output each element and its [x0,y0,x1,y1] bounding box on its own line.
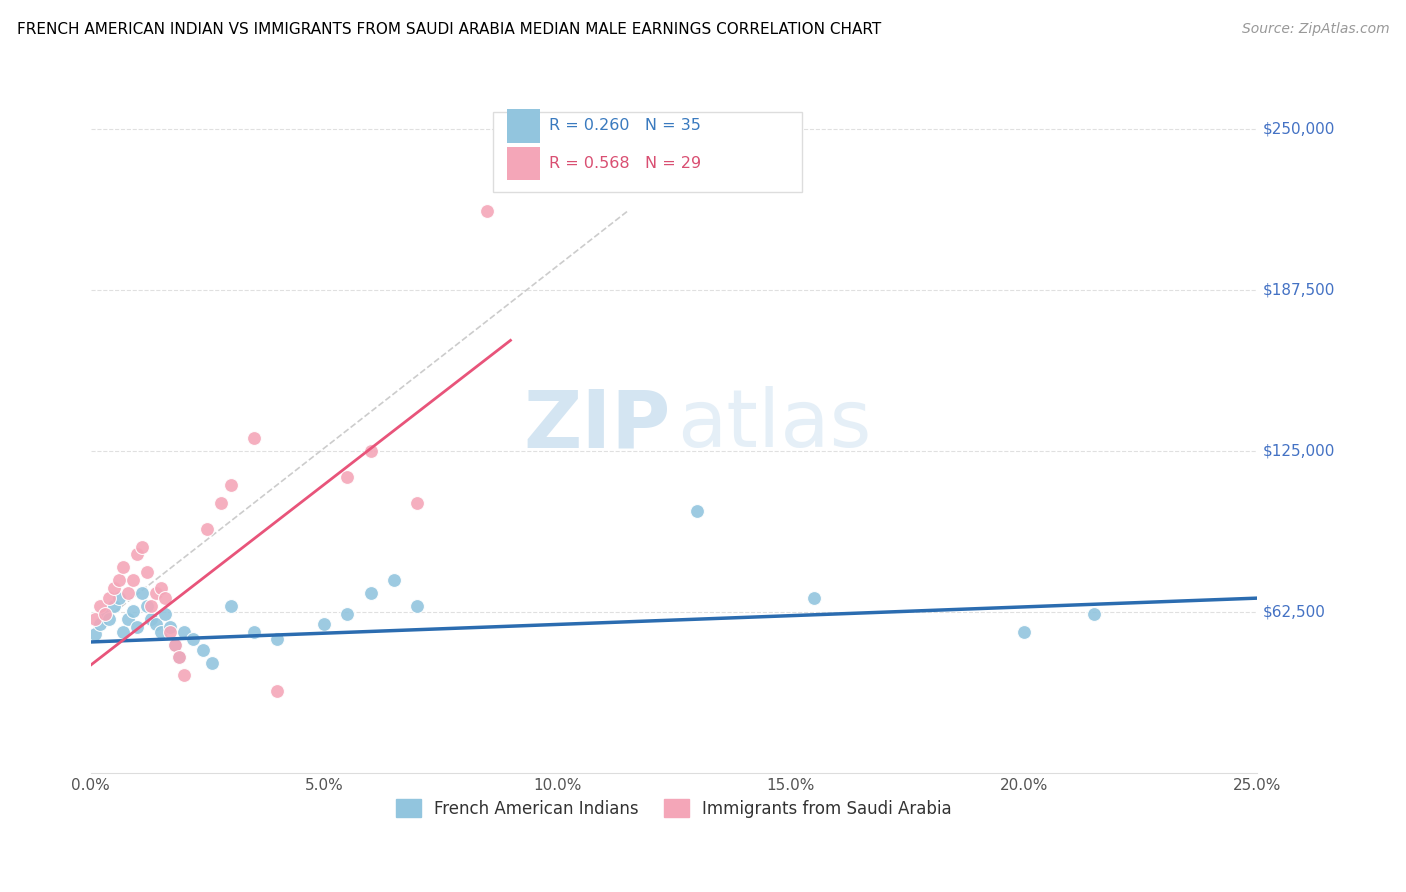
Point [195,522,218,536]
FancyBboxPatch shape [508,109,540,143]
Point [107,591,129,606]
Point [107,573,129,587]
Point [98,591,121,606]
Point [93,607,115,621]
Point [360,586,382,600]
Point [117,612,139,626]
Point [155,591,177,606]
Point [173,668,195,682]
Point [406,599,429,613]
Point [266,632,288,647]
Point [89,616,111,631]
Point [336,470,359,484]
Point [103,581,125,595]
Point [98,612,121,626]
Point [167,650,190,665]
Text: R = 0.568   N = 29: R = 0.568 N = 29 [548,156,702,171]
Point [803,591,825,606]
Text: $187,500: $187,500 [1263,283,1336,298]
Point [1083,607,1105,621]
Point [84,627,107,641]
Point [112,624,135,639]
Point [141,612,163,626]
Text: R = 0.260   N = 35: R = 0.260 N = 35 [548,119,700,134]
Text: ZIP: ZIP [523,386,671,465]
Text: atlas: atlas [678,386,872,465]
Point [1012,624,1035,639]
Point [135,599,157,613]
Point [131,586,153,600]
Point [173,624,195,639]
Point [117,586,139,600]
Point [312,616,335,631]
Point [131,540,153,554]
Point [127,619,149,633]
Point [159,619,181,633]
Point [406,496,429,510]
Point [191,642,214,657]
Point [163,638,186,652]
Point [209,496,232,510]
Point [163,638,186,652]
Point [167,650,190,665]
Point [201,656,224,670]
Point [360,444,382,458]
Text: $125,000: $125,000 [1263,443,1336,458]
FancyBboxPatch shape [494,112,801,193]
Point [135,566,157,580]
Text: Source: ZipAtlas.com: Source: ZipAtlas.com [1241,22,1389,37]
Legend: French American Indians, Immigrants from Saudi Arabia: French American Indians, Immigrants from… [389,793,959,824]
Point [103,599,125,613]
Point [112,560,135,574]
Point [121,573,143,587]
Point [266,684,288,698]
Point [145,586,167,600]
Point [141,599,163,613]
Text: $250,000: $250,000 [1263,121,1336,136]
Point [686,503,709,517]
Text: $62,500: $62,500 [1263,605,1326,620]
Point [159,624,181,639]
Point [93,607,115,621]
Point [336,607,359,621]
Point [145,616,167,631]
Point [127,547,149,561]
Point [84,612,107,626]
Point [382,573,405,587]
Point [219,599,242,613]
Point [219,477,242,491]
Point [149,624,172,639]
Point [155,607,177,621]
Point [181,632,204,647]
Point [243,431,266,445]
Point [149,581,172,595]
Point [89,599,111,613]
Point [121,604,143,618]
Point [243,624,266,639]
FancyBboxPatch shape [508,147,540,180]
Point [475,204,498,219]
Text: FRENCH AMERICAN INDIAN VS IMMIGRANTS FROM SAUDI ARABIA MEDIAN MALE EARNINGS CORR: FRENCH AMERICAN INDIAN VS IMMIGRANTS FRO… [17,22,882,37]
